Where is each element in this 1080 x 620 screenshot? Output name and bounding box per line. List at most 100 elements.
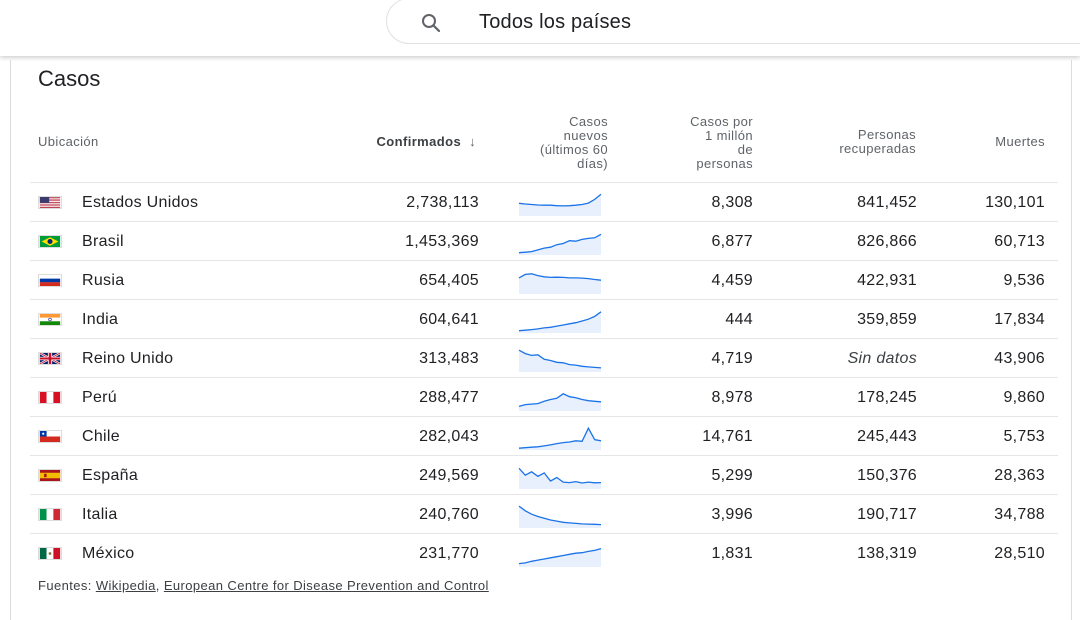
row-divider <box>30 494 1058 495</box>
country-name[interactable]: India <box>82 311 119 328</box>
row-divider <box>30 221 1058 222</box>
sparkline-area <box>519 194 601 216</box>
country-name[interactable]: Perú <box>82 389 117 406</box>
sparkline-line <box>518 547 602 565</box>
sparkline-area <box>519 311 601 333</box>
flag-gb-icon <box>38 352 62 365</box>
sparkline-area <box>519 468 601 489</box>
sparkline-line <box>518 273 602 281</box>
new-cases-sparkline <box>518 347 602 373</box>
country-name[interactable]: Brasil <box>82 233 124 250</box>
table-row[interactable]: Chile 282,043 14,761 245,443 5,753 <box>0 417 1080 456</box>
confirmed-value: 1,453,369 <box>405 233 479 250</box>
header-new-cases[interactable]: Casos nuevos (últimos 60 días) <box>500 115 608 171</box>
confirmed-value: 288,477 <box>419 389 479 406</box>
new-cases-sparkline <box>518 425 602 451</box>
sparkline-line <box>518 393 602 408</box>
sources-footer: Fuentes: Wikipedia, European Centre for … <box>38 578 489 593</box>
table-row[interactable]: México 231,770 1,831 138,319 28,510 <box>0 534 1080 573</box>
country-name[interactable]: España <box>82 467 139 484</box>
deaths-value: 60,713 <box>994 233 1045 250</box>
recovered-value: Sin datos <box>847 350 917 367</box>
per-million-value: 6,877 <box>711 233 753 250</box>
recovered-value: 841,452 <box>857 194 917 211</box>
table-row[interactable]: India 604,641 444 359,859 17,834 <box>0 300 1080 339</box>
per-million-value: 8,308 <box>711 194 753 211</box>
row-divider <box>30 338 1058 339</box>
new-cases-sparkline <box>518 269 602 295</box>
search-icon[interactable] <box>419 11 443 35</box>
new-cases-sparkline <box>518 308 602 334</box>
per-million-value: 5,299 <box>711 467 753 484</box>
sparkline-line <box>518 311 602 332</box>
deaths-value: 28,363 <box>994 467 1045 484</box>
deaths-value: 9,536 <box>1003 272 1045 289</box>
header-per-million-line: personas <box>696 156 753 171</box>
per-million-value: 3,996 <box>711 506 753 523</box>
table-row[interactable]: Perú 288,477 8,978 178,245 9,860 <box>0 378 1080 417</box>
flag-ru-icon <box>38 274 62 287</box>
header-recovered[interactable]: Personas recuperadas <box>780 128 916 156</box>
confirmed-value: 240,760 <box>419 506 479 523</box>
country-name[interactable]: México <box>82 545 135 562</box>
country-name[interactable]: Rusia <box>82 272 125 289</box>
sparkline-line <box>518 426 602 449</box>
sparkline-line <box>518 193 602 207</box>
confirmed-value: 249,569 <box>419 467 479 484</box>
source-link-ecdc[interactable]: European Centre for Disease Prevention a… <box>163 578 489 593</box>
table-row[interactable]: Brasil 1,453,369 6,877 826,866 60,713 <box>0 222 1080 261</box>
table-row[interactable]: España 249,569 5,299 150,376 28,363 <box>0 456 1080 495</box>
sparkline-line <box>518 505 602 526</box>
per-million-value: 4,719 <box>711 350 753 367</box>
header-deaths[interactable]: Muertes <box>995 134 1045 149</box>
table-row[interactable]: Italia 240,760 3,996 190,717 34,788 <box>0 495 1080 534</box>
flag-br-icon <box>38 235 62 248</box>
row-divider <box>30 299 1058 300</box>
search-input[interactable]: Todos los países <box>479 11 632 33</box>
header-new-cases-line: nuevos <box>563 128 608 143</box>
row-divider <box>30 533 1058 534</box>
sparkline-area <box>519 428 601 450</box>
country-name[interactable]: Reino Unido <box>82 350 174 367</box>
section-title: Casos <box>38 66 101 91</box>
deaths-value: 9,860 <box>1003 389 1045 406</box>
sources-label: Fuentes: <box>38 578 92 593</box>
header-per-million[interactable]: Casos por 1 millón de personas <box>640 115 753 171</box>
country-name[interactable]: Italia <box>82 506 118 523</box>
header-confirmed[interactable]: Confirmados ↓ <box>300 135 476 149</box>
header-location[interactable]: Ubicación <box>38 134 99 149</box>
flag-us-icon <box>38 196 62 209</box>
source-separator: , <box>155 578 160 593</box>
header-confirmed-label: Confirmados <box>376 134 462 149</box>
table-row[interactable]: Reino Unido 313,483 4,719 Sin datos 43,9… <box>0 339 1080 378</box>
table-row[interactable]: Estados Unidos 2,738,113 8,308 841,452 1… <box>0 183 1080 222</box>
new-cases-sparkline <box>518 464 602 490</box>
confirmed-value: 313,483 <box>419 350 479 367</box>
header-per-million-line: 1 millón <box>705 128 753 143</box>
recovered-value: 178,245 <box>857 389 917 406</box>
deaths-value: 17,834 <box>994 311 1045 328</box>
country-name[interactable]: Estados Unidos <box>82 194 199 211</box>
confirmed-value: 231,770 <box>419 545 479 562</box>
sparkline-area <box>519 393 601 411</box>
source-link-wikipedia[interactable]: Wikipedia <box>95 578 156 593</box>
header-new-cases-line: Casos <box>569 114 608 129</box>
recovered-value: 138,319 <box>857 545 917 562</box>
new-cases-sparkline <box>518 191 602 217</box>
deaths-value: 43,906 <box>994 350 1045 367</box>
flag-in-icon <box>38 313 62 326</box>
search-box[interactable]: Todos los países <box>386 0 1080 44</box>
new-cases-sparkline <box>518 542 602 568</box>
header-divider <box>30 182 1058 183</box>
confirmed-value: 604,641 <box>419 311 479 328</box>
recovered-value: 359,859 <box>857 311 917 328</box>
header-recovered-line: Personas <box>857 127 916 142</box>
per-million-value: 1,831 <box>711 545 753 562</box>
country-name[interactable]: Chile <box>82 428 120 445</box>
row-divider <box>30 377 1058 378</box>
flag-it-icon <box>38 508 62 521</box>
per-million-value: 14,761 <box>702 428 753 445</box>
deaths-value: 34,788 <box>994 506 1045 523</box>
sort-down-arrow-icon: ↓ <box>469 134 476 149</box>
table-row[interactable]: Rusia 654,405 4,459 422,931 9,536 <box>0 261 1080 300</box>
